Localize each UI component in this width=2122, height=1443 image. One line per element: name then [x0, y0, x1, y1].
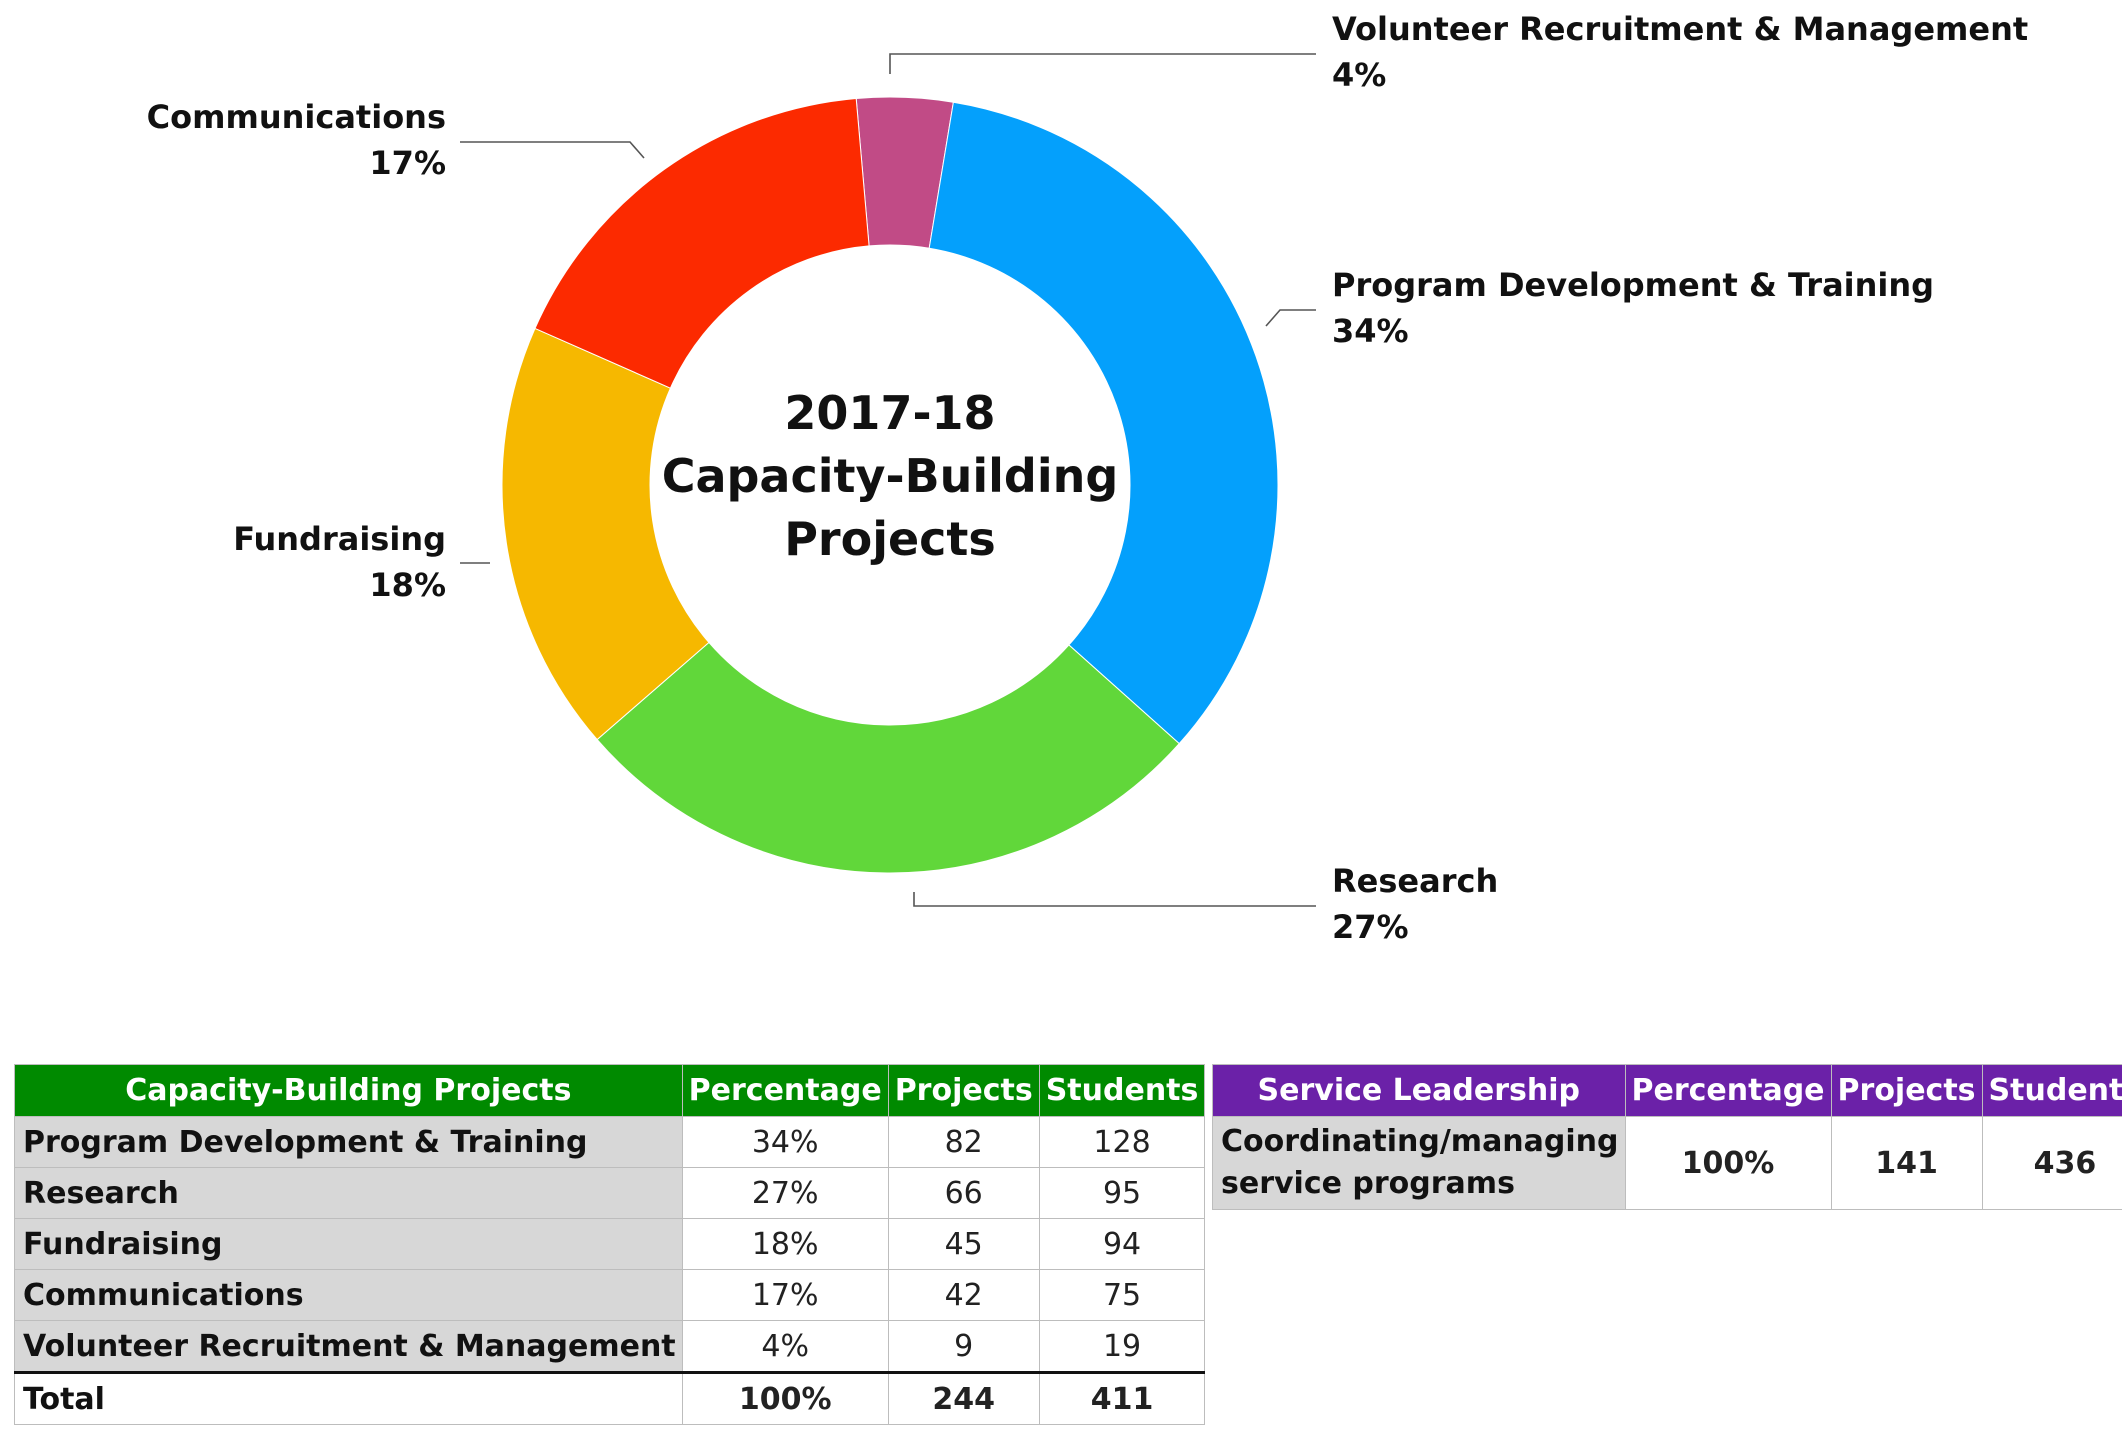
- service-leadership-table: Service Leadership Percentage Projects S…: [1212, 1064, 2122, 1210]
- slice-label-research: Research: [1332, 862, 1499, 900]
- donut-chart: 2017-18 Capacity-Building Projects Volun…: [147, 6, 2028, 950]
- row-percentage: 17%: [681, 1269, 889, 1321]
- slice-value-volunteer: 4%: [1332, 56, 1387, 94]
- data-label-research: Research 27%: [1332, 858, 1498, 950]
- capacity-building-table: Capacity-Building Projects Percentage Pr…: [14, 1064, 1206, 1425]
- chart-title: 2017-18 Capacity-Building Projects: [650, 382, 1130, 571]
- header-students: Students: [1038, 1064, 1206, 1117]
- row-percentage: 27%: [681, 1167, 889, 1219]
- row-projects: 82: [887, 1116, 1040, 1168]
- chart-title-line-1: 2017-18: [784, 386, 996, 440]
- row-percentage: 4%: [681, 1320, 889, 1373]
- row-percentage: 100%: [1624, 1116, 1832, 1210]
- row-projects: 45: [887, 1218, 1040, 1270]
- total-label: Total: [14, 1371, 683, 1425]
- chart-title-line-2: Capacity-Building: [661, 449, 1119, 503]
- row-projects: 141: [1830, 1116, 1983, 1210]
- chart-title-line-3: Projects: [784, 512, 996, 566]
- data-label-volunteer: Volunteer Recruitment & Management 4%: [1332, 6, 2028, 98]
- table-row: Fundraising 18% 45 94: [14, 1218, 1206, 1270]
- header-service-leadership: Service Leadership: [1212, 1064, 1626, 1117]
- table-row: Coordinating/managing service programs 1…: [1212, 1116, 2122, 1210]
- table-row: Communications 17% 42 75: [14, 1269, 1206, 1321]
- row-students: 436: [1981, 1116, 2122, 1210]
- slice-value-program: 34%: [1332, 312, 1409, 350]
- header-percentage: Percentage: [681, 1064, 889, 1117]
- data-label-fundraising: Fundraising 18%: [233, 516, 446, 608]
- slice-label-program: Program Development & Training: [1332, 266, 1935, 304]
- leader-line-program: [1265, 309, 1316, 327]
- row-label: Volunteer Recruitment & Management: [14, 1320, 683, 1373]
- table-row: Research 27% 66 95: [14, 1167, 1206, 1219]
- row-students: 128: [1038, 1116, 1206, 1168]
- header-percentage: Percentage: [1624, 1064, 1832, 1117]
- row-label: Research: [14, 1167, 683, 1219]
- row-students: 95: [1038, 1167, 1206, 1219]
- row-label: Coordinating/managing service programs: [1212, 1116, 1626, 1210]
- header-students: Students: [1981, 1064, 2122, 1117]
- donut-slice-program: [928, 101, 1279, 745]
- row-label: Program Development & Training: [14, 1116, 683, 1168]
- slice-label-volunteer: Volunteer Recruitment & Management: [1332, 10, 2029, 48]
- table-total-row: Total 100% 244 411: [14, 1371, 1206, 1425]
- header-projects: Projects: [887, 1064, 1040, 1117]
- table-row: Program Development & Training 34% 82 12…: [14, 1116, 1206, 1168]
- slice-value-communications: 17%: [369, 144, 446, 182]
- donut-svg: [460, 53, 1316, 907]
- row-projects: 9: [887, 1320, 1040, 1373]
- slice-label-communications: Communications: [146, 98, 446, 136]
- total-students: 411: [1038, 1371, 1206, 1425]
- row-projects: 42: [887, 1269, 1040, 1321]
- data-label-program: Program Development & Training 34%: [1332, 262, 1934, 354]
- slice-value-research: 27%: [1332, 908, 1409, 946]
- total-percentage: 100%: [681, 1371, 889, 1425]
- row-students: 19: [1038, 1320, 1206, 1373]
- donut-slice-fundraising: [501, 327, 710, 741]
- leader-line-communications: [460, 141, 645, 159]
- row-students: 94: [1038, 1218, 1206, 1270]
- leader-line-volunteer: [889, 53, 1316, 74]
- table-row: Volunteer Recruitment & Management 4% 9 …: [14, 1320, 1206, 1373]
- data-label-communications: Communications 17%: [147, 94, 446, 186]
- row-percentage: 34%: [681, 1116, 889, 1168]
- table-header-row: Capacity-Building Projects Percentage Pr…: [14, 1064, 1206, 1117]
- row-label: Communications: [14, 1269, 683, 1321]
- header-capacity-building-projects: Capacity-Building Projects: [14, 1064, 683, 1117]
- table-header-row: Service Leadership Percentage Projects S…: [1212, 1064, 2122, 1117]
- row-percentage: 18%: [681, 1218, 889, 1270]
- total-projects: 244: [887, 1371, 1040, 1425]
- donut-slice-research: [596, 641, 1180, 874]
- header-projects: Projects: [1830, 1064, 1983, 1117]
- slice-label-fundraising: Fundraising: [233, 520, 446, 558]
- leader-line-research: [913, 892, 1316, 907]
- row-projects: 66: [887, 1167, 1040, 1219]
- row-label: Fundraising: [14, 1218, 683, 1270]
- donut-slice-communications: [534, 97, 870, 389]
- row-students: 75: [1038, 1269, 1206, 1321]
- slice-value-fundraising: 18%: [369, 566, 446, 604]
